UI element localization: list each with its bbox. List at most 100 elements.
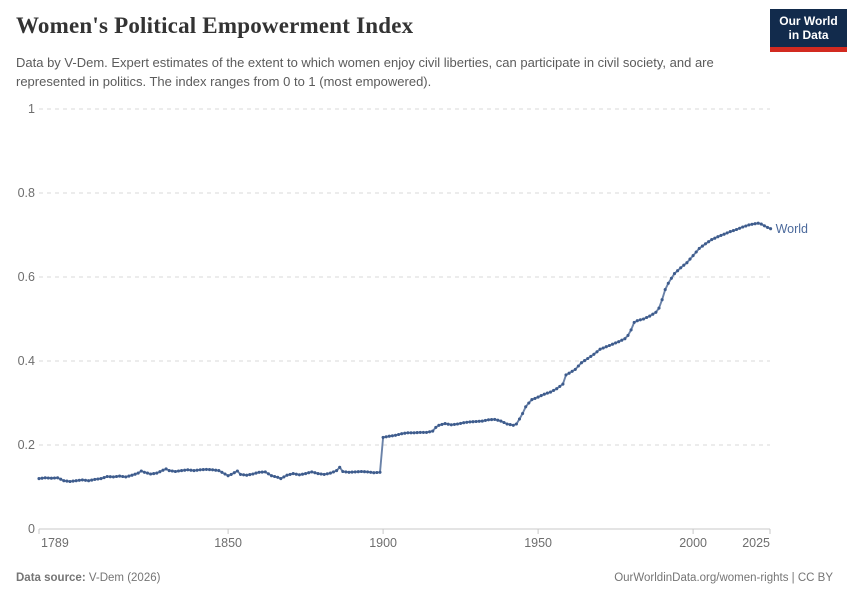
world-data-point bbox=[592, 352, 596, 356]
world-data-point bbox=[707, 240, 711, 244]
world-data-point bbox=[421, 430, 425, 434]
world-data-point bbox=[610, 342, 615, 346]
world-data-point bbox=[564, 373, 568, 377]
x-tick-label: 2000 bbox=[679, 536, 707, 550]
world-data-point bbox=[738, 226, 742, 230]
world-data-point bbox=[480, 419, 484, 423]
world-data-point bbox=[322, 472, 326, 476]
world-data-point bbox=[412, 431, 416, 435]
world-data-point bbox=[465, 420, 469, 424]
world-data-point bbox=[226, 474, 230, 478]
world-data-point bbox=[561, 382, 565, 386]
world-data-point bbox=[747, 223, 751, 227]
world-data-point bbox=[204, 467, 208, 471]
world-data-point bbox=[530, 398, 534, 402]
world-data-point bbox=[65, 479, 69, 483]
world-data-point bbox=[344, 470, 348, 474]
world-data-point bbox=[83, 478, 88, 482]
world-data-point bbox=[180, 469, 184, 473]
world-data-point bbox=[765, 225, 770, 229]
world-data-point bbox=[139, 469, 143, 473]
world-data-point bbox=[645, 315, 649, 320]
world-data-point bbox=[356, 470, 360, 474]
world-data-point bbox=[676, 269, 680, 273]
world-data-point bbox=[74, 479, 78, 483]
world-data-point bbox=[297, 473, 301, 477]
world-data-point bbox=[152, 472, 156, 476]
world-data-point bbox=[437, 423, 441, 427]
world-data-point bbox=[539, 394, 543, 398]
data-source-label: Data source: bbox=[16, 572, 86, 584]
world-data-point bbox=[632, 320, 636, 324]
world-data-point bbox=[663, 288, 667, 292]
world-data-point bbox=[77, 478, 81, 482]
y-tick-label: 0.2 bbox=[18, 438, 35, 452]
world-data-point bbox=[542, 392, 546, 396]
world-data-point bbox=[145, 471, 150, 475]
world-data-point bbox=[620, 338, 624, 342]
world-data-point bbox=[192, 469, 196, 473]
world-data-point bbox=[486, 418, 491, 422]
x-tick-label: 2025 bbox=[742, 536, 770, 550]
world-data-point bbox=[502, 420, 506, 425]
world-data-point bbox=[418, 430, 422, 434]
world-data-point bbox=[415, 431, 419, 435]
world-data-point bbox=[449, 423, 453, 427]
world-data-point bbox=[158, 470, 162, 474]
world-data-point bbox=[183, 468, 187, 472]
world-data-point bbox=[682, 263, 686, 267]
world-data-point bbox=[238, 472, 243, 476]
world-data-point bbox=[114, 474, 119, 479]
world-data-point bbox=[294, 472, 298, 476]
world-series-label: World bbox=[776, 222, 808, 236]
owid-logo[interactable]: Our World in Data bbox=[770, 9, 847, 52]
world-data-point bbox=[744, 224, 748, 228]
world-data-point bbox=[347, 470, 351, 474]
owid-logo-redbar bbox=[770, 47, 847, 52]
world-data-point bbox=[508, 423, 512, 427]
world-data-point bbox=[567, 371, 571, 375]
x-tick-label: 1900 bbox=[369, 536, 397, 550]
world-data-point bbox=[672, 272, 677, 276]
world-data-point bbox=[127, 474, 131, 478]
world-data-point bbox=[558, 384, 562, 388]
world-data-point bbox=[37, 477, 41, 481]
world-data-point bbox=[291, 472, 295, 476]
world-data-point bbox=[428, 430, 432, 434]
world-data-point bbox=[186, 468, 190, 472]
world-data-point bbox=[598, 347, 602, 351]
world-data-point bbox=[617, 340, 621, 344]
world-data-point bbox=[669, 276, 673, 280]
world-data-point bbox=[310, 470, 314, 474]
world-data-point bbox=[276, 475, 280, 479]
world-data-point bbox=[285, 473, 289, 477]
world-data-point bbox=[304, 472, 308, 476]
world-data-point bbox=[248, 473, 252, 477]
world-data-point bbox=[59, 477, 63, 481]
world-data-point bbox=[688, 257, 692, 261]
world-data-point bbox=[362, 470, 367, 474]
world-data-point bbox=[604, 345, 608, 349]
world-data-point bbox=[173, 469, 177, 474]
world-data-point bbox=[703, 242, 708, 246]
world-data-point bbox=[635, 319, 639, 323]
world-data-point bbox=[338, 465, 342, 469]
world-data-point bbox=[483, 418, 487, 422]
footer-citation-link[interactable]: OurWorldinData.org/women-rights | CC BY bbox=[614, 572, 833, 584]
world-data-point bbox=[403, 431, 407, 435]
world-data-point bbox=[142, 470, 146, 474]
world-data-point bbox=[638, 318, 642, 322]
world-data-point bbox=[499, 419, 503, 423]
world-data-point bbox=[242, 473, 246, 477]
world-data-point bbox=[149, 472, 153, 476]
world-data-point bbox=[214, 468, 218, 472]
world-data-point bbox=[555, 387, 559, 391]
world-data-point bbox=[211, 468, 215, 472]
world-data-point bbox=[68, 479, 72, 484]
world-data-point bbox=[375, 470, 379, 475]
world-data-point bbox=[71, 479, 75, 483]
world-data-point bbox=[651, 312, 655, 316]
world-data-point bbox=[167, 469, 171, 473]
world-data-point bbox=[232, 471, 236, 475]
